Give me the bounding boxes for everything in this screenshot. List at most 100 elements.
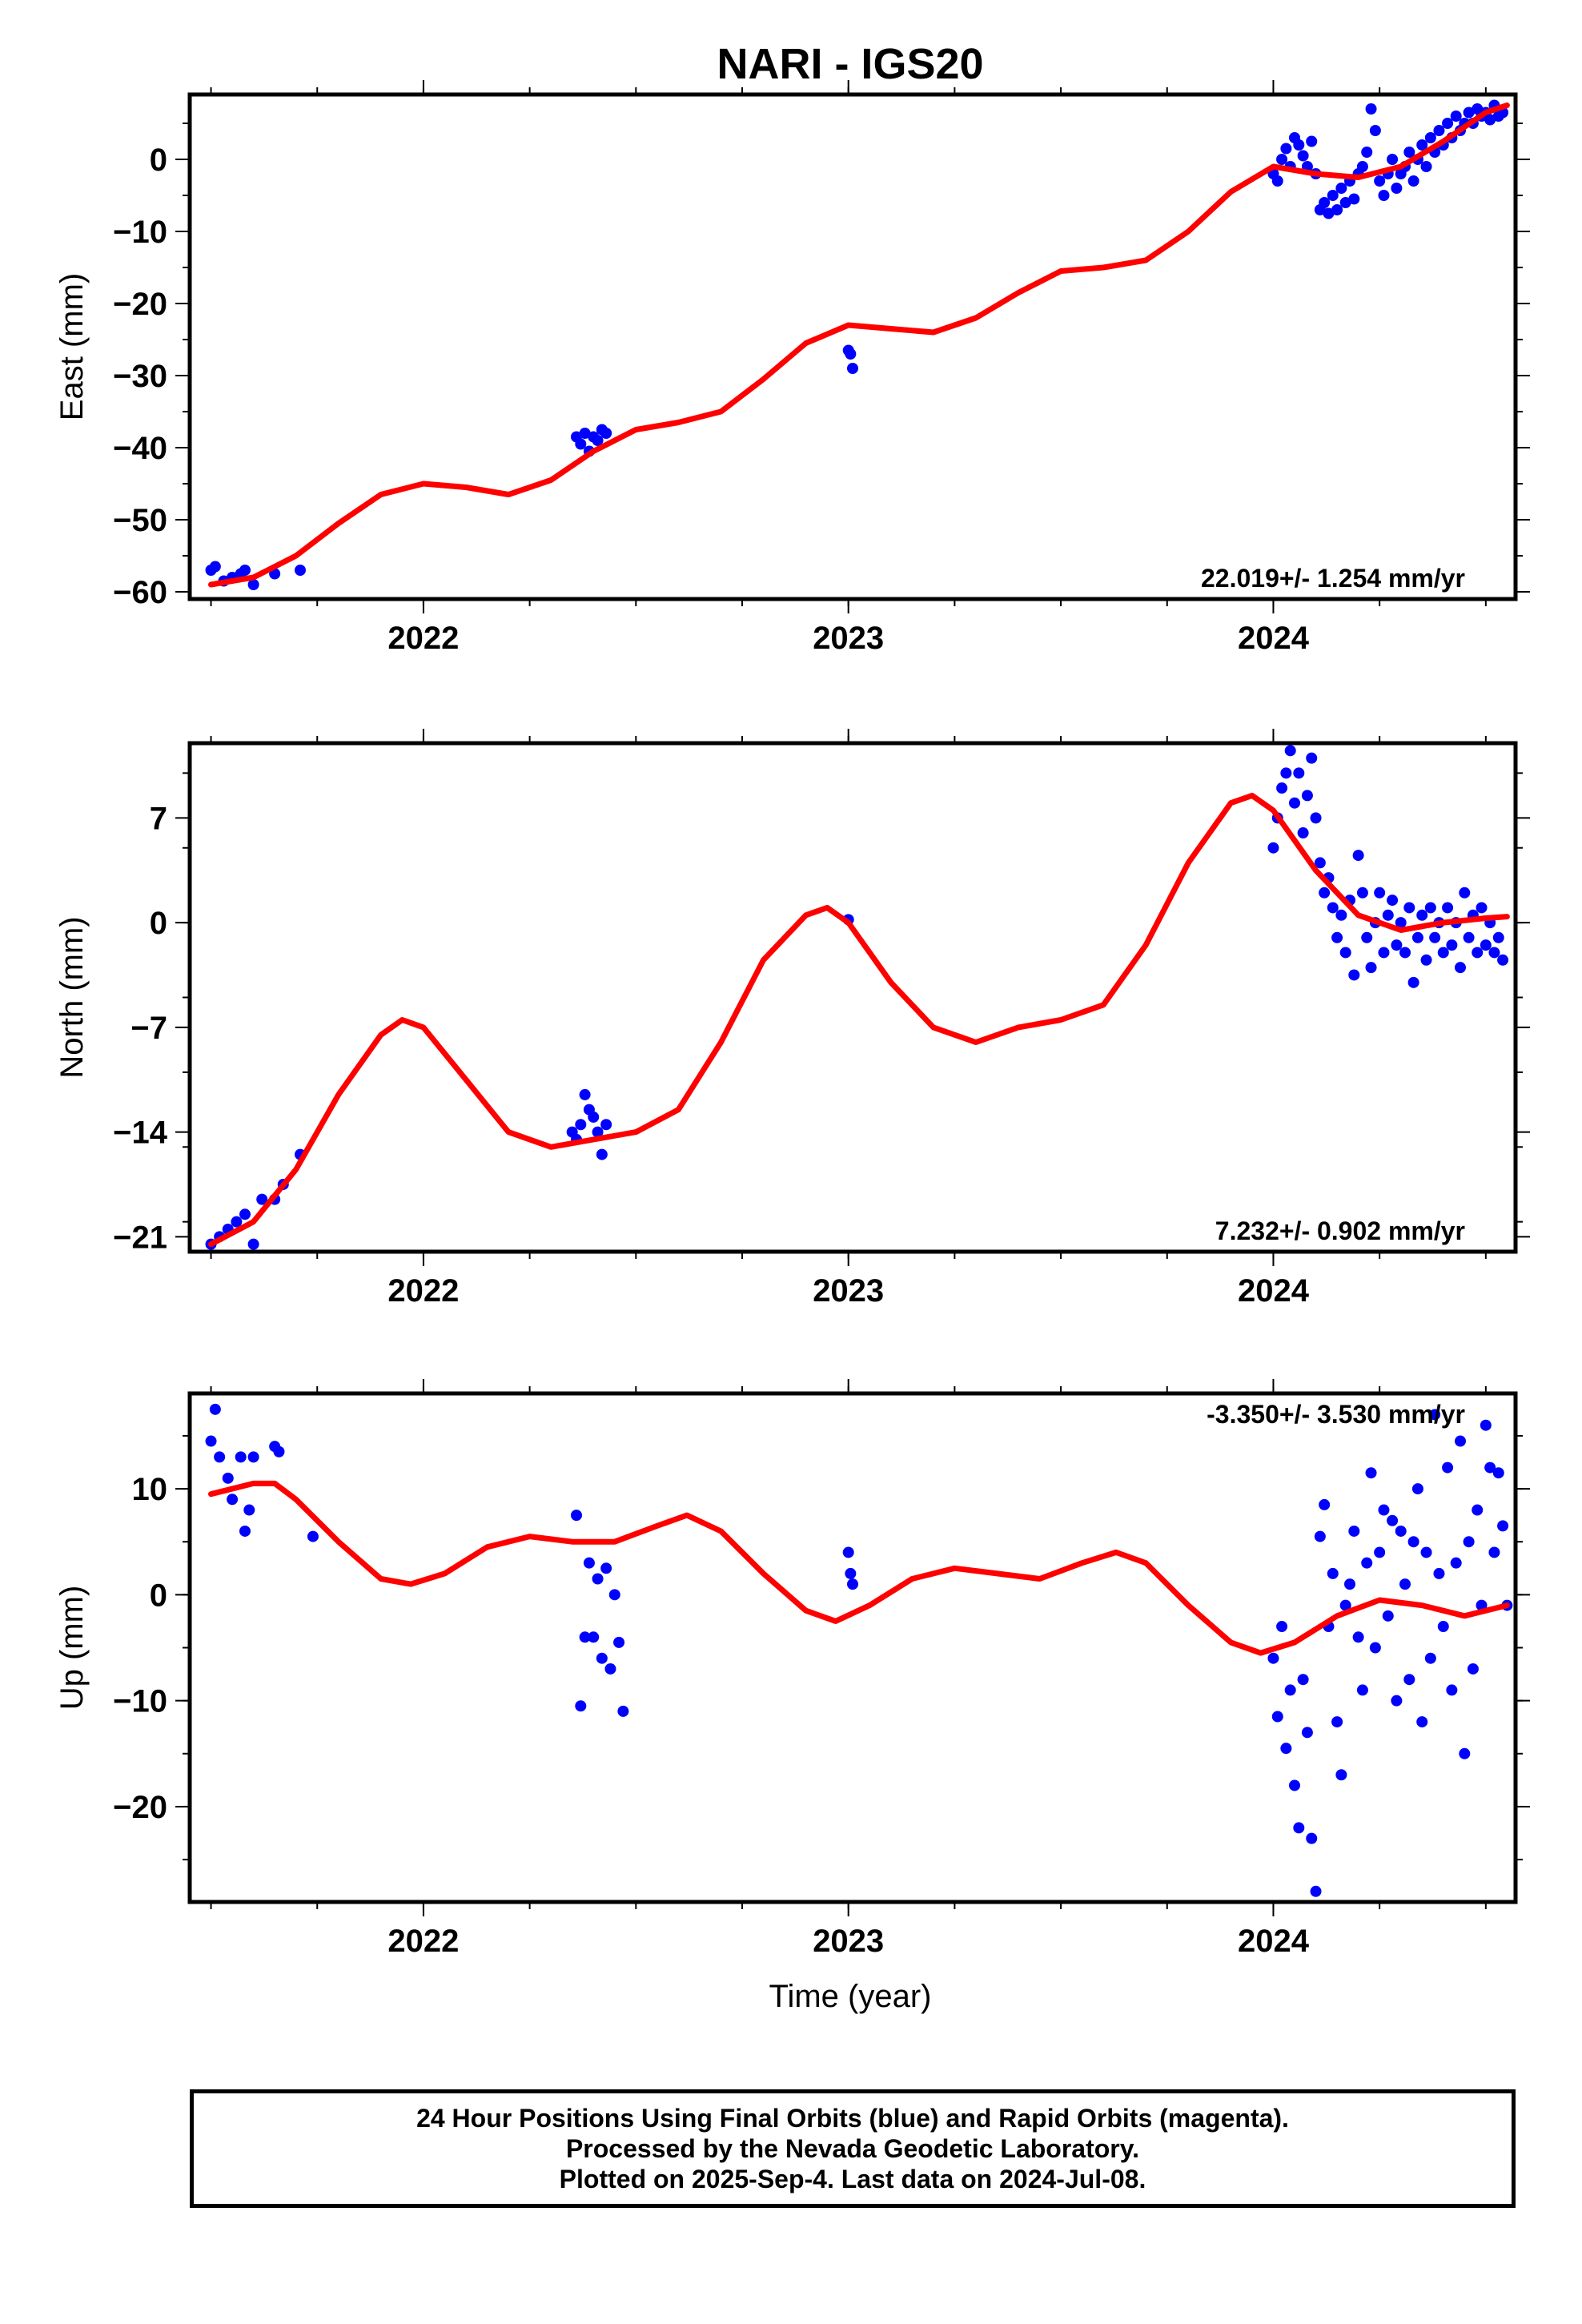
data-point bbox=[596, 1148, 608, 1160]
data-point bbox=[235, 1451, 247, 1463]
data-point bbox=[1472, 947, 1484, 959]
data-point bbox=[1480, 939, 1492, 951]
data-point bbox=[1437, 1621, 1449, 1633]
data-point bbox=[1284, 745, 1296, 757]
data-point bbox=[239, 565, 251, 576]
data-point bbox=[1319, 887, 1331, 899]
y-axis-label: North (mm) bbox=[54, 916, 90, 1078]
data-point bbox=[1344, 1578, 1355, 1590]
data-point bbox=[227, 1494, 239, 1506]
x-tick-label: 2024 bbox=[1238, 1273, 1310, 1309]
data-point bbox=[1339, 197, 1351, 208]
data-point bbox=[1361, 147, 1373, 158]
data-point bbox=[1399, 1578, 1411, 1590]
data-point bbox=[1446, 1684, 1458, 1696]
data-point bbox=[214, 1451, 226, 1463]
data-point bbox=[1339, 1599, 1351, 1611]
data-point bbox=[1297, 827, 1309, 839]
data-point bbox=[1463, 1536, 1475, 1548]
y-tick-label: 7 bbox=[150, 801, 167, 836]
y-tick-label: −10 bbox=[113, 215, 167, 250]
data-point bbox=[1488, 947, 1500, 959]
data-point bbox=[592, 1126, 604, 1138]
data-point bbox=[579, 428, 591, 439]
data-point bbox=[1267, 1652, 1279, 1664]
data-point bbox=[1331, 204, 1343, 215]
data-point bbox=[1314, 857, 1326, 869]
data-point bbox=[1276, 782, 1288, 794]
x-tick-label: 2023 bbox=[813, 1924, 884, 1959]
y-tick-label: 0 bbox=[150, 1578, 167, 1613]
data-point bbox=[1374, 1546, 1386, 1558]
data-point bbox=[1267, 842, 1279, 854]
data-point bbox=[239, 1208, 251, 1220]
data-point bbox=[205, 1435, 217, 1447]
caption-line-1: 24 Hour Positions Using Final Orbits (bl… bbox=[416, 2104, 1289, 2133]
y-tick-label: 0 bbox=[150, 143, 167, 178]
data-point bbox=[592, 1573, 604, 1585]
data-point bbox=[1433, 125, 1445, 136]
caption-line-3: Plotted on 2025-Sep-4. Last data on 2024… bbox=[559, 2165, 1146, 2193]
data-point bbox=[847, 1578, 858, 1590]
east-panel: 2022 2023 2024 0 −10 −20 −30 −40 −50 −60 East (mm)… bbox=[54, 80, 1530, 656]
data-point bbox=[1484, 114, 1496, 126]
data-point bbox=[1442, 118, 1454, 129]
data-point bbox=[1289, 797, 1300, 809]
data-point bbox=[1497, 954, 1509, 966]
data-point bbox=[588, 1111, 600, 1123]
data-point bbox=[600, 428, 612, 439]
x-axis-label: Time (year) bbox=[769, 1979, 932, 2014]
data-point bbox=[1407, 976, 1419, 988]
data-point bbox=[1339, 947, 1351, 959]
data-point bbox=[1433, 1567, 1445, 1579]
y-tick-label: −40 bbox=[113, 431, 167, 466]
data-point bbox=[1424, 902, 1436, 914]
data-point bbox=[1348, 193, 1360, 205]
data-point bbox=[1484, 1462, 1496, 1474]
data-point bbox=[1382, 909, 1394, 921]
data-point bbox=[1424, 132, 1436, 143]
data-point bbox=[1416, 139, 1428, 151]
data-point bbox=[1450, 111, 1462, 122]
velocity-label: 22.019+/- 1.254 mm/yr bbox=[1201, 564, 1465, 593]
data-point bbox=[1450, 1557, 1462, 1569]
y-tick-label: −14 bbox=[113, 1116, 168, 1151]
data-point bbox=[600, 1562, 612, 1574]
y-tick-label: −20 bbox=[113, 1790, 167, 1825]
data-point bbox=[1403, 1674, 1415, 1686]
data-point bbox=[1271, 1711, 1283, 1723]
data-point bbox=[600, 1119, 612, 1131]
data-point bbox=[579, 1631, 591, 1643]
data-point bbox=[1319, 197, 1331, 208]
data-point bbox=[1369, 125, 1381, 136]
data-point bbox=[575, 1700, 587, 1712]
data-point bbox=[1476, 902, 1488, 914]
data-point bbox=[209, 1403, 221, 1415]
data-point bbox=[608, 1589, 620, 1601]
x-tick-label: 2022 bbox=[387, 621, 459, 656]
data-point bbox=[1399, 947, 1411, 959]
data-point bbox=[247, 1238, 259, 1250]
data-point bbox=[1420, 1546, 1432, 1558]
data-point bbox=[1271, 175, 1283, 187]
data-point bbox=[1467, 1663, 1479, 1675]
data-point bbox=[1429, 1409, 1441, 1421]
data-point bbox=[1437, 947, 1449, 959]
data-point bbox=[1280, 143, 1292, 155]
data-point bbox=[583, 1557, 595, 1569]
data-point bbox=[1335, 909, 1347, 921]
data-point bbox=[575, 438, 587, 450]
data-point bbox=[1356, 887, 1368, 899]
data-point bbox=[1276, 1621, 1288, 1633]
data-point bbox=[1327, 902, 1339, 914]
data-point bbox=[1361, 931, 1373, 943]
data-point bbox=[1407, 175, 1419, 187]
data-point bbox=[1442, 1462, 1454, 1474]
data-point bbox=[1331, 931, 1343, 943]
data-point bbox=[1488, 1546, 1500, 1558]
data-point bbox=[845, 348, 857, 360]
data-point bbox=[295, 565, 306, 576]
y-tick-label: −60 bbox=[113, 575, 167, 610]
data-point bbox=[1382, 1610, 1394, 1622]
